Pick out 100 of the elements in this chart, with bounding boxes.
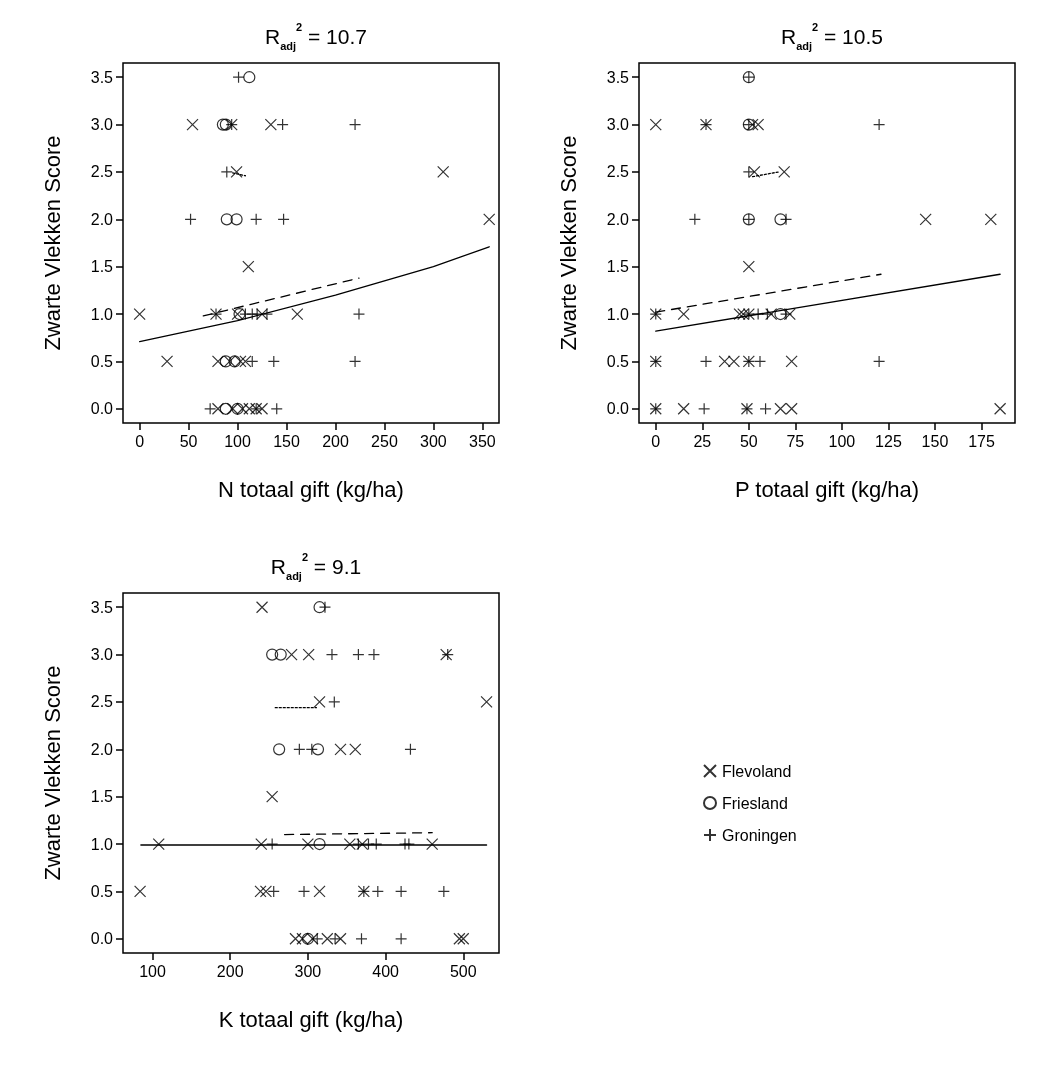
point — [313, 837, 326, 851]
point — [688, 213, 701, 226]
point — [264, 118, 277, 131]
point — [677, 402, 690, 415]
y-tick-label: 1.5 — [606, 258, 630, 276]
point — [404, 743, 417, 756]
point — [266, 648, 279, 661]
point — [254, 885, 267, 898]
point — [328, 695, 341, 709]
y-tick-label: 1.5 — [90, 258, 114, 276]
point — [984, 213, 997, 226]
point — [343, 837, 356, 851]
point — [752, 118, 765, 131]
point — [274, 648, 287, 661]
legend-label: Friesland — [722, 794, 788, 812]
y-tick-label: 2.0 — [90, 740, 114, 758]
point — [230, 165, 243, 179]
point — [746, 118, 759, 131]
point — [311, 743, 325, 756]
point — [349, 743, 362, 756]
y-tick-label: 2.0 — [606, 210, 630, 228]
y-tick-label: 2.5 — [90, 693, 114, 711]
point — [243, 402, 256, 415]
point — [334, 743, 347, 756]
point — [236, 402, 249, 415]
point — [453, 932, 466, 945]
x-tick-label: 0 — [135, 432, 145, 450]
point — [759, 402, 772, 415]
y-axis-title: Zwarte Vlekken Score — [39, 665, 65, 881]
x-tick-label: 0 — [651, 432, 661, 450]
point — [733, 307, 746, 321]
point — [742, 260, 755, 273]
x-axis-title: K totaal gift (kg/ha) — [218, 1006, 404, 1032]
point — [313, 601, 326, 614]
y-tick-label: 1.0 — [90, 835, 114, 853]
point — [226, 402, 239, 415]
point — [426, 837, 439, 851]
y-tick-label: 1.0 — [90, 305, 114, 323]
point — [211, 355, 225, 368]
point — [152, 837, 165, 851]
point — [919, 213, 932, 226]
point — [184, 213, 197, 226]
x-tick-label: 100 — [828, 432, 856, 450]
point — [255, 837, 268, 851]
point — [242, 260, 255, 273]
y-tick-label: 0.0 — [606, 400, 630, 418]
point — [230, 213, 243, 226]
point — [301, 932, 314, 945]
x-tick-label: 500 — [449, 962, 477, 980]
point — [273, 743, 286, 756]
y-tick-label: 0.5 — [90, 352, 114, 370]
y-tick-label: 2.5 — [606, 163, 630, 181]
y-tick-label: 2.0 — [90, 210, 114, 228]
point — [186, 118, 199, 131]
y-tick-label: 1.0 — [606, 305, 630, 323]
x-tick-label: 200 — [216, 962, 244, 980]
y-tick-label: 0.5 — [90, 882, 114, 900]
x-tick-label: 175 — [968, 432, 995, 450]
x-tick-label: 25 — [693, 432, 712, 450]
point — [223, 355, 236, 368]
point — [318, 601, 332, 614]
point — [270, 402, 283, 415]
x-tick-label: 75 — [786, 432, 805, 450]
point — [311, 932, 324, 945]
y-axis-title: Zwarte Vlekken Score — [39, 135, 65, 351]
x-tick-label: 150 — [921, 432, 949, 450]
y-tick-label: 0.0 — [90, 400, 114, 418]
y-tick-label: 3.5 — [90, 598, 114, 616]
point — [774, 307, 787, 321]
x-tick-label: 300 — [420, 432, 447, 450]
point — [778, 165, 791, 179]
x-tick-label: 100 — [139, 962, 166, 980]
y-tick-label: 3.5 — [606, 68, 630, 86]
point — [289, 932, 302, 945]
point — [231, 402, 244, 415]
point — [255, 307, 269, 321]
line-series — [139, 246, 490, 343]
point — [306, 932, 319, 945]
point — [437, 165, 450, 179]
point — [718, 355, 731, 368]
y-tick-label: 0.0 — [90, 930, 114, 948]
point — [779, 213, 793, 226]
point — [133, 885, 147, 898]
point — [220, 213, 233, 226]
y-tick-label: 2.5 — [90, 163, 114, 181]
point — [783, 307, 796, 321]
point — [250, 213, 263, 226]
point — [301, 837, 314, 851]
y-tick-label: 3.5 — [90, 68, 114, 86]
point — [239, 355, 252, 368]
point — [228, 355, 241, 368]
point — [255, 601, 269, 614]
point — [220, 165, 233, 179]
point — [352, 837, 365, 851]
point — [727, 355, 741, 368]
point — [480, 695, 493, 709]
x-tick-label: 50 — [739, 432, 758, 450]
legend-label: Groningen — [722, 826, 797, 844]
point — [698, 402, 711, 415]
point — [994, 402, 1007, 415]
